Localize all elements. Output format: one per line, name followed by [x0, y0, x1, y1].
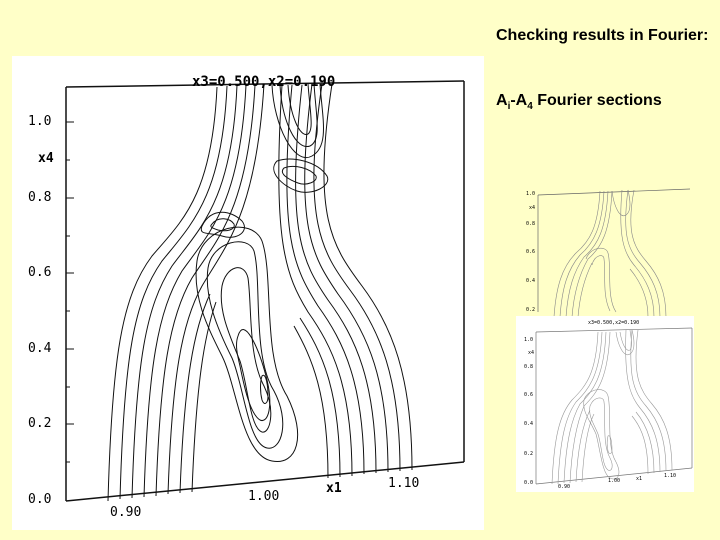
- main-plot-svg: [65, 80, 465, 502]
- thumb-top-y-tick-0-6: 0.6: [526, 249, 536, 255]
- main-x-tick-0-90: 0.90: [110, 505, 142, 520]
- subtitle-prefix: A: [496, 92, 508, 109]
- thumb-bottom-x-tick-0-90: 0.90: [558, 484, 571, 490]
- slide-title: Checking results in Fourier:: [496, 27, 709, 44]
- main-plot-header: x3=0.500,x2=0.190: [192, 74, 336, 90]
- thumb-bottom-y-tick-0-6: 0.6: [524, 392, 534, 398]
- thumb-bottom-svg: [535, 327, 693, 485]
- thumb-top-y-axis-label: x4: [529, 205, 536, 211]
- subtitle-suffix: Fourier sections: [532, 92, 662, 109]
- subtitle-dash: -A: [510, 92, 528, 109]
- subtitle-sub-i: i: [507, 101, 511, 113]
- main-y-tick-0-8: 0.8: [28, 190, 52, 205]
- thumb-bottom-y-tick-1-0: 1.0: [524, 337, 534, 343]
- thumb-top-y-tick-1-0: 1.0: [526, 191, 536, 197]
- main-y-tick-0-2: 0.2: [28, 416, 52, 431]
- thumb-top-y-tick-0-2: 0.2: [526, 307, 536, 313]
- thumb-bottom-y-tick-0-8: 0.8: [524, 364, 534, 370]
- y-tick-marks: [66, 121, 74, 463]
- slide-subtitle: Ai-A4 Fourier sections: [496, 92, 662, 112]
- subtitle-sub-4: 4: [527, 101, 533, 113]
- main-y-axis-label: x4: [38, 151, 54, 166]
- frame-top: [65, 80, 465, 88]
- main-fourier-section: x3=0.500,x2=0.190 x4 1.0 0.8 0.6 0.4 0.2…: [12, 56, 484, 530]
- thumb-top-svg: [537, 188, 691, 318]
- main-x-tick-1-10: 1.10: [388, 476, 420, 491]
- thumbnail-section-top: 1.0 x4 0.8 0.6 0.4 0.2: [516, 187, 692, 319]
- main-y-tick-0-0: 0.0: [28, 492, 52, 507]
- thumb-bottom-header: x3=0.500,x2=0.190: [588, 320, 640, 326]
- main-y-tick-1-0: 1.0: [28, 114, 52, 129]
- thumb-bottom-y-tick-0-2: 0.2: [524, 451, 534, 457]
- contour-lines: [107, 83, 413, 502]
- thumb-top-contours: [553, 189, 667, 318]
- main-y-tick-0-6: 0.6: [28, 265, 52, 280]
- main-x-axis-label: x1: [326, 481, 342, 496]
- thumb-top-y-tick-0-8: 0.8: [526, 221, 536, 227]
- thumb-bottom-x-tick-1-00: 1.00: [608, 478, 621, 484]
- thumb-bottom-y-axis-label: x4: [528, 350, 535, 356]
- thumb-bottom-contours: [551, 329, 673, 485]
- thumb-top-y-tick-0-4: 0.4: [526, 278, 536, 284]
- main-x-tick-1-00: 1.00: [248, 489, 280, 504]
- thumb-bottom-x-axis-label: x1: [636, 476, 643, 482]
- thumb-bottom-y-tick-0-4: 0.4: [524, 421, 534, 427]
- thumb-bottom-x-tick-1-10: 1.10: [664, 473, 677, 479]
- thumbnail-section-bottom: x3=0.500,x2=0.190 1.0 x4 0.8 0.6 0.4 0.2…: [516, 316, 694, 492]
- main-y-tick-0-4: 0.4: [28, 341, 52, 356]
- thumb-bottom-y-tick-0-0: 0.0: [524, 480, 534, 486]
